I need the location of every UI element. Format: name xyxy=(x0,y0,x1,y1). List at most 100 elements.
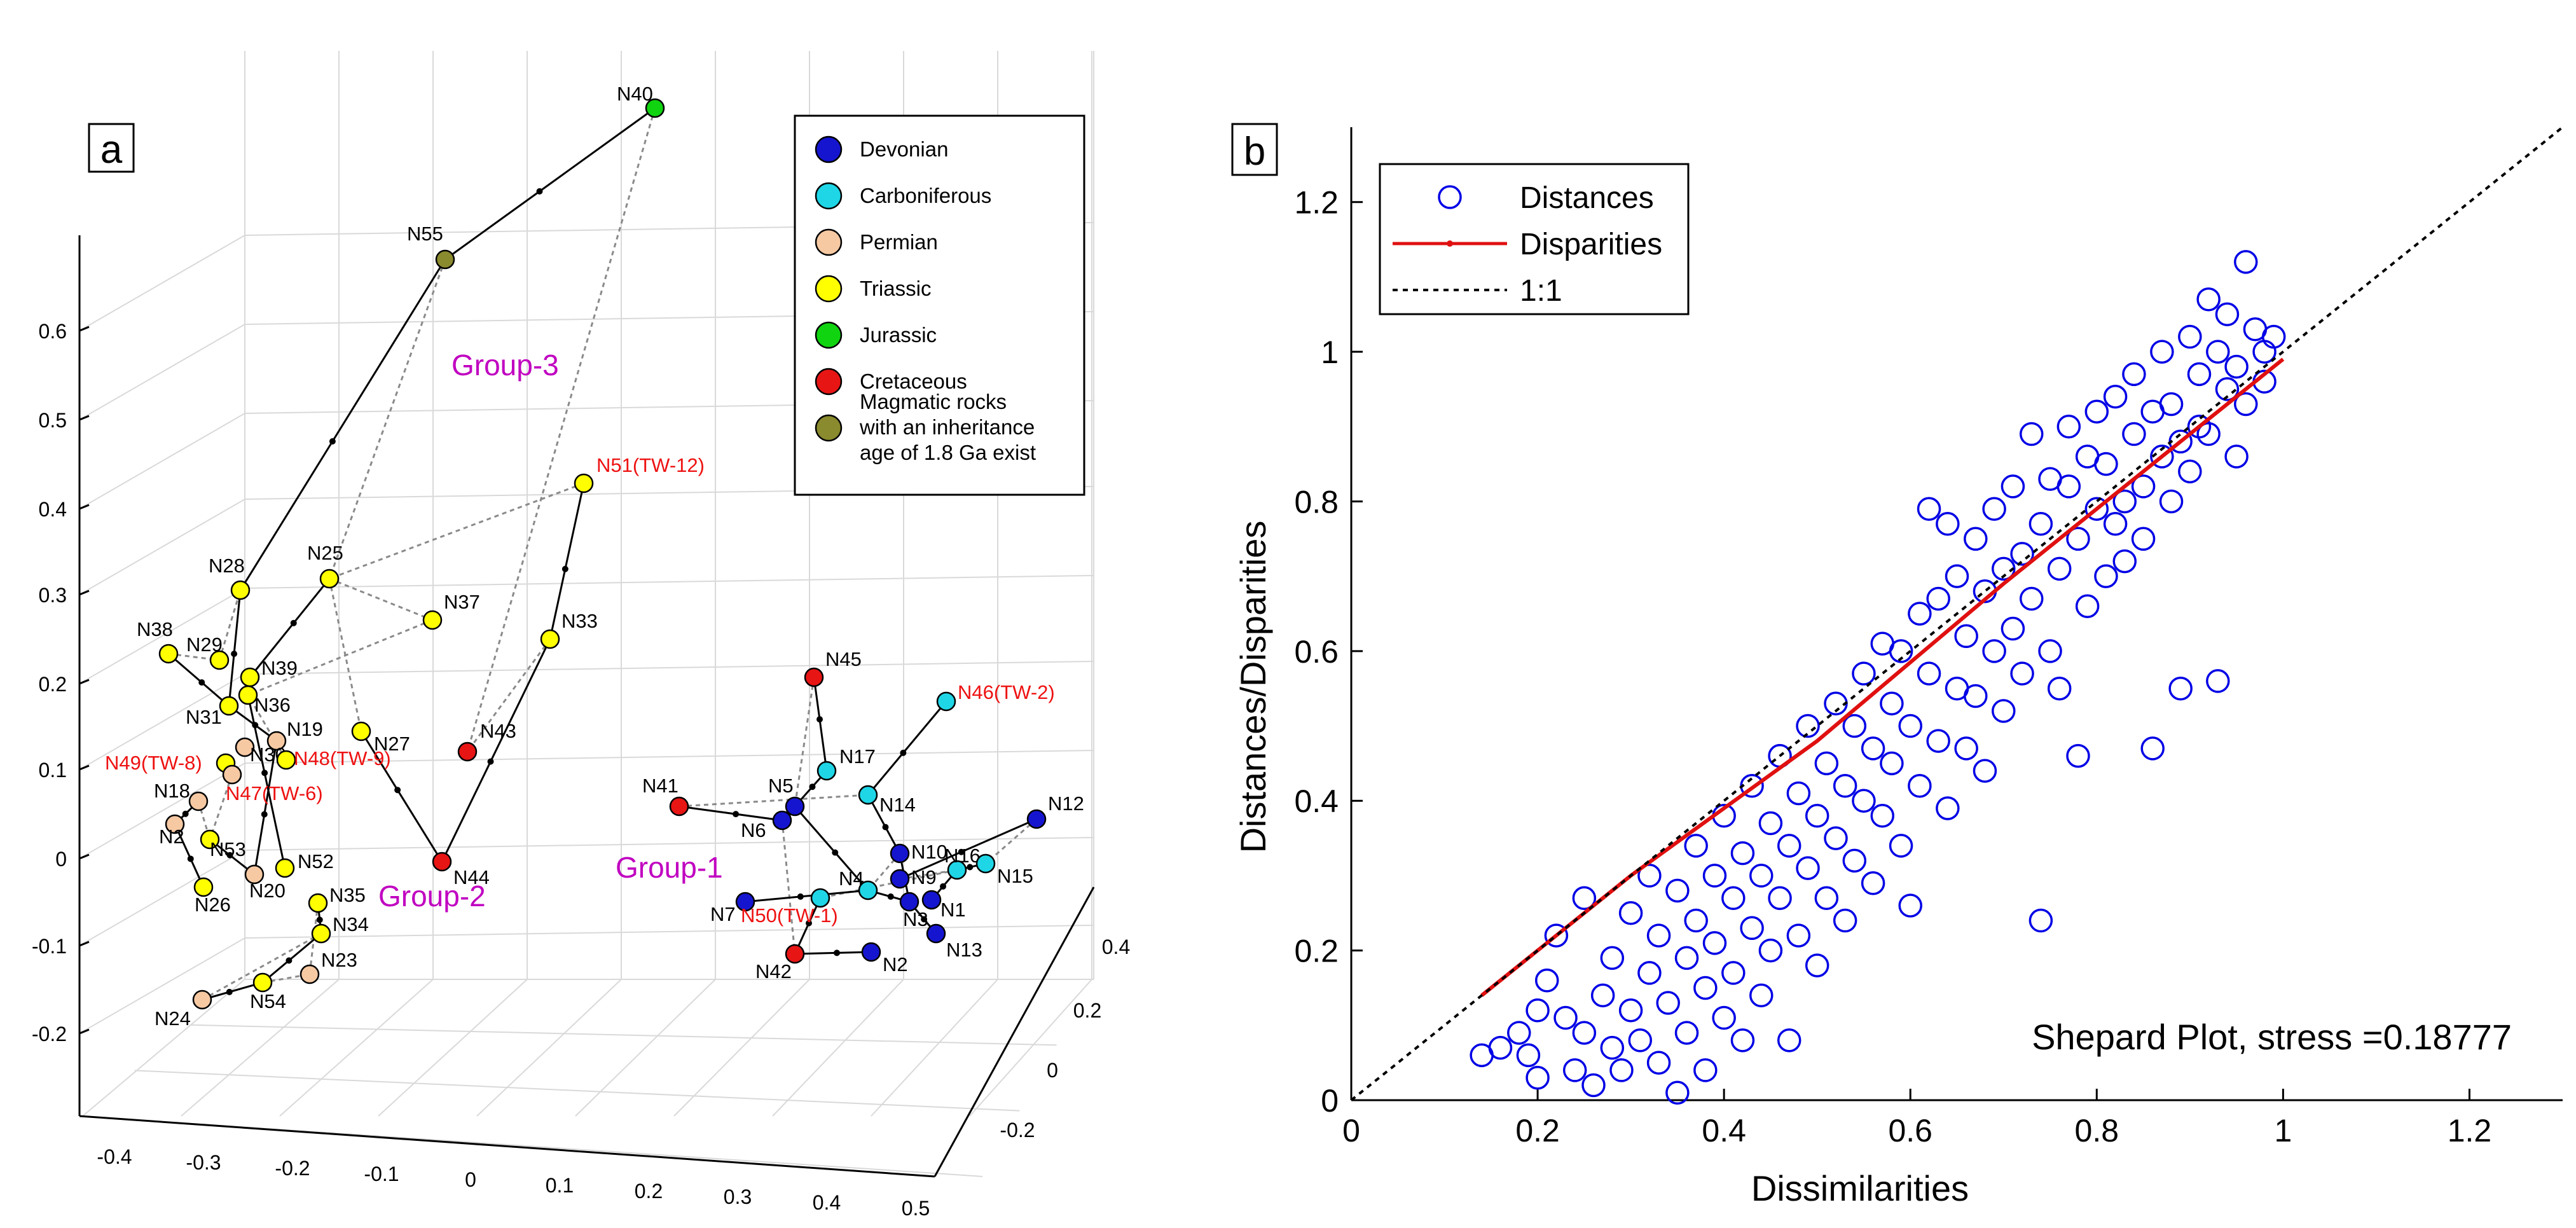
node-n36: N36 xyxy=(238,685,291,716)
x-tick-label: 0.5 xyxy=(902,1197,930,1220)
distance-point xyxy=(2224,354,2249,379)
node-label: N7 xyxy=(710,903,736,925)
solid-link xyxy=(262,932,322,984)
distance-point xyxy=(2112,489,2137,514)
node-marker xyxy=(244,864,265,885)
distance-point xyxy=(2066,527,2090,551)
distance-point xyxy=(2187,362,2212,387)
z-tick-label: 0.6 xyxy=(39,320,67,343)
distance-point xyxy=(2047,556,2072,581)
distance-point xyxy=(1534,968,1559,993)
link-arrow-marker xyxy=(940,883,946,890)
panel-b-label: b xyxy=(1244,130,1265,174)
solid-link xyxy=(867,701,947,796)
panel-a-3d-network: 0.6 0.5 0.4 0.3 0.2 0.1 0 -0.1 -0.2 -0.4 -0.3 -0.2 -… xyxy=(32,51,1130,1220)
node-label: N47(TW-6) xyxy=(226,782,323,804)
node-marker xyxy=(936,691,956,712)
x-tick-label: -0.4 xyxy=(97,1145,132,1168)
distance-point xyxy=(1544,923,1569,948)
node-label: N28 xyxy=(209,555,245,577)
node-label: N33 xyxy=(561,610,598,632)
node-n13: N13 xyxy=(926,923,982,961)
link-arrow-marker xyxy=(261,811,268,818)
legend-marker-dot xyxy=(1447,240,1453,247)
solid-link xyxy=(228,590,242,707)
distance-point xyxy=(2234,392,2258,417)
legend-label: Magmatic rocks xyxy=(860,390,1007,413)
distance-point xyxy=(1889,639,1913,663)
y-tick-label: -0.2 xyxy=(1000,1119,1035,1142)
distance-point xyxy=(1665,878,1690,903)
distance-point xyxy=(1954,736,1978,761)
x-tick-label: 1.2 xyxy=(2448,1113,2492,1149)
distance-point xyxy=(2131,527,2156,551)
node-label: N52 xyxy=(298,850,334,873)
distance-point xyxy=(1936,796,1960,820)
y-tick-label: 0.8 xyxy=(1294,484,1339,520)
node-n1: N1 xyxy=(921,890,966,921)
node-marker xyxy=(351,721,371,742)
legend-label: Devonian xyxy=(860,137,948,161)
dashed-link xyxy=(678,794,869,808)
node-marker xyxy=(921,890,942,910)
node-marker xyxy=(319,569,340,589)
node-marker xyxy=(804,667,824,687)
node-label: N5 xyxy=(768,775,794,797)
node-label: N16 xyxy=(944,845,981,867)
distance-point xyxy=(2010,542,2034,566)
solid-link xyxy=(247,694,286,869)
node-n6: N6 xyxy=(741,810,792,841)
node-label: N44 xyxy=(453,866,490,888)
node-marker xyxy=(772,810,792,831)
x-tick-label: 0.2 xyxy=(1515,1113,1560,1149)
legend-label: Cretaceous xyxy=(860,369,967,393)
x-tick-label: -0.3 xyxy=(186,1151,221,1174)
legend-marker xyxy=(1438,185,1462,209)
legend-marker xyxy=(815,135,843,163)
x-tick-label: 1 xyxy=(2274,1113,2292,1149)
distance-point xyxy=(1889,834,1913,858)
distance-point xyxy=(1693,1058,1718,1082)
distance-point xyxy=(1992,699,2016,723)
panel-a-tick-labels: 0.6 0.5 0.4 0.3 0.2 0.1 0 -0.1 -0.2 -0.4 -0.3 -0.2 -… xyxy=(32,320,1130,1220)
distance-point xyxy=(1526,998,1550,1023)
node-marker xyxy=(858,785,878,805)
link-arrow-marker xyxy=(316,916,323,923)
panel-a-nodes: N40 N55 N51(TW-12) N25 N37 N33 N28 N38 N29 N39 N36… xyxy=(105,83,1084,1030)
link-arrow-marker xyxy=(187,855,194,862)
distance-point xyxy=(1488,1035,1513,1060)
link-arrow-marker xyxy=(816,716,823,723)
node-label: N27 xyxy=(374,733,410,755)
distance-point xyxy=(2261,324,2286,349)
node-label: N13 xyxy=(946,939,982,961)
distance-point xyxy=(2159,489,2184,514)
solid-link xyxy=(249,578,331,678)
link-arrow-marker xyxy=(809,783,816,790)
link-arrow-marker xyxy=(733,811,740,818)
node-n40: N40 xyxy=(617,83,665,118)
distance-point xyxy=(1721,961,1746,985)
node-marker xyxy=(457,742,478,762)
distance-point xyxy=(1992,556,2016,581)
distance-point xyxy=(2159,392,2184,417)
node-marker xyxy=(188,791,209,811)
distance-point xyxy=(2112,549,2137,574)
node-n2: N2 xyxy=(159,814,185,848)
node-n55: N55 xyxy=(407,223,455,270)
x-tick-label: 0.3 xyxy=(724,1185,752,1208)
distance-point xyxy=(1833,773,1857,798)
distance-point xyxy=(2178,459,2202,484)
distance-point xyxy=(1796,856,1820,880)
node-n2b: N2 xyxy=(861,942,908,976)
node-label: N4 xyxy=(839,867,864,890)
distance-point xyxy=(1833,908,1857,933)
distance-point xyxy=(2234,250,2258,274)
link-arrow-marker xyxy=(882,824,889,831)
distance-point xyxy=(1964,527,1988,551)
z-tick-label: 0.1 xyxy=(39,759,67,782)
distance-point xyxy=(1842,848,1867,873)
distance-point xyxy=(1982,497,2006,521)
dashed-link xyxy=(209,774,233,840)
node-n15: N15 xyxy=(975,853,1033,887)
z-tick-label: -0.1 xyxy=(32,935,67,958)
